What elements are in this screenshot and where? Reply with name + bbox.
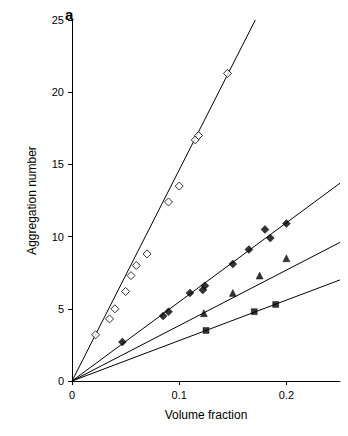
svg-text:10: 10 (52, 231, 64, 243)
svg-text:0.2: 0.2 (279, 389, 294, 401)
svg-text:0: 0 (58, 375, 64, 387)
svg-text:15: 15 (52, 158, 64, 170)
svg-text:Aggregation number: Aggregation number (25, 146, 39, 255)
svg-text:20: 20 (52, 86, 64, 98)
svg-text:0.1: 0.1 (172, 389, 187, 401)
svg-text:25: 25 (52, 14, 64, 26)
svg-text:Volume fraction: Volume fraction (165, 408, 248, 422)
svg-text:5: 5 (58, 303, 64, 315)
svg-text:a: a (65, 6, 74, 23)
svg-text:0: 0 (69, 389, 75, 401)
